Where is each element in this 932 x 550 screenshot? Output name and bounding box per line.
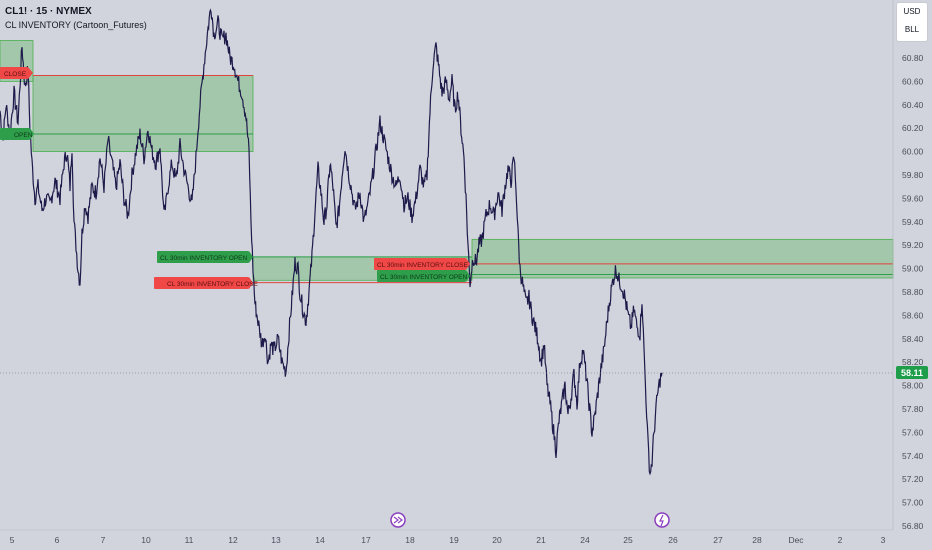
x-tick-label: 6 <box>55 535 60 545</box>
y-tick-label: 57.00 <box>902 498 924 508</box>
x-tick-label: 2 <box>838 535 843 545</box>
y-tick-label: 60.00 <box>902 147 924 157</box>
y-tick-label: 57.40 <box>902 451 924 461</box>
svg-text:CL 30min INVENTORY CLOSE: CL 30min INVENTORY CLOSE <box>377 262 468 269</box>
x-tick-label: 24 <box>580 535 590 545</box>
unit-selector: USD BLL <box>896 2 928 42</box>
label-close-2: CL 30min INVENTORY CLOSE <box>374 258 470 270</box>
x-tick-label: 5 <box>10 535 15 545</box>
inventory-zone <box>471 238 894 279</box>
y-axis[interactable]: 60.80 60.60 60.40 60.20 60.00 59.80 59.60 59.40… <box>892 0 928 531</box>
svg-text:CL 30min INVENTORY OPEN: CL 30min INVENTORY OPEN <box>380 274 467 281</box>
x-tick-label: 3 <box>881 535 886 545</box>
y-tick-label: 59.20 <box>902 240 924 250</box>
x-tick-label: 20 <box>492 535 502 545</box>
y-tick-label: 59.00 <box>902 264 924 274</box>
y-tick-label: 58.80 <box>902 287 924 297</box>
x-tick-label: 21 <box>536 535 546 545</box>
x-tick-label: 10 <box>141 535 151 545</box>
y-tick-label: 60.80 <box>902 53 924 63</box>
y-tick-label: 58.00 <box>902 381 924 391</box>
y-tick-label: 60.60 <box>902 76 924 86</box>
svg-text:CL 30min INVENTORY CLOSE: CL 30min INVENTORY CLOSE <box>167 281 258 288</box>
currency-button[interactable]: USD <box>903 7 921 16</box>
y-tick-label: 58.40 <box>902 334 924 344</box>
y-tick-label: 57.20 <box>902 474 924 484</box>
x-tick-label: 18 <box>405 535 415 545</box>
svg-text:CLOSE: CLOSE <box>4 71 27 78</box>
price-series <box>0 8 663 476</box>
x-tick-label: 17 <box>361 535 371 545</box>
label-open-2: CL 30min INVENTORY OPEN <box>377 270 470 282</box>
y-tick-label: 58.20 <box>902 357 924 367</box>
x-tick-label: Dec <box>788 535 804 545</box>
chart-title: CL1! · 15 · NYMEX <box>5 6 92 17</box>
label-close-1: CL 30min INVENTORY CLOSE <box>154 277 258 289</box>
y-tick-label: 56.80 <box>902 521 924 531</box>
x-tick-label: 19 <box>449 535 459 545</box>
y-tick-label: 58.60 <box>902 310 924 320</box>
event-icon-lightning[interactable] <box>654 512 670 528</box>
inventory-zone <box>32 75 254 153</box>
x-tick-label: 28 <box>752 535 762 545</box>
indicator-title: CL INVENTORY (Cartoon_Futures) <box>5 20 147 30</box>
x-tick-label: 12 <box>228 535 238 545</box>
x-tick-label: 26 <box>668 535 678 545</box>
y-tick-label: 60.40 <box>902 100 924 110</box>
label-open-left: OPEN <box>0 128 34 140</box>
label-close-left: CLOSE <box>0 67 33 79</box>
last-price-badge: 58.11 <box>896 366 928 379</box>
y-tick-label: 57.80 <box>902 404 924 414</box>
y-tick-label: 59.80 <box>902 170 924 180</box>
x-tick-label: 11 <box>185 535 194 545</box>
x-tick-label: 14 <box>315 535 325 545</box>
x-tick-label: 27 <box>713 535 723 545</box>
x-tick-label: 25 <box>623 535 633 545</box>
y-tick-label: 59.60 <box>902 193 924 203</box>
x-tick-label: 13 <box>271 535 281 545</box>
svg-text:58.11: 58.11 <box>901 368 923 378</box>
inventory-zones <box>0 40 894 284</box>
svg-text:OPEN: OPEN <box>14 132 33 139</box>
y-tick-label: 60.20 <box>902 123 924 133</box>
price-line <box>0 8 663 476</box>
y-tick-label: 59.40 <box>902 217 924 227</box>
y-tick-label: 57.60 <box>902 427 924 437</box>
label-open-1: CL 30min INVENTORY OPEN <box>157 251 253 263</box>
event-icon-forward[interactable] <box>390 512 406 528</box>
x-axis[interactable]: 5 6 7 10 11 12 13 14 17 18 19 20 21 24 25 26 27 28 Dec 2 3 <box>0 529 893 545</box>
x-tick-label: 7 <box>101 535 106 545</box>
svg-text:CL 30min INVENTORY OPEN: CL 30min INVENTORY OPEN <box>160 255 247 262</box>
unit-button[interactable]: BLL <box>904 25 920 34</box>
